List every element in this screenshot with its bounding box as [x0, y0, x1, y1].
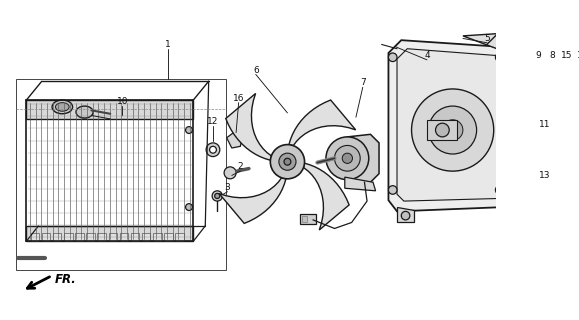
Text: 1: 1: [165, 40, 170, 49]
Text: 8: 8: [549, 51, 555, 60]
Bar: [16, 79, 226, 269]
Text: 7: 7: [360, 78, 366, 87]
Text: 15: 15: [560, 51, 572, 60]
Bar: [427, 120, 457, 140]
Circle shape: [335, 146, 360, 171]
Circle shape: [186, 204, 192, 211]
Text: FR.: FR.: [54, 273, 76, 286]
Text: 4: 4: [424, 51, 430, 60]
Polygon shape: [226, 132, 242, 148]
Circle shape: [545, 78, 559, 92]
Circle shape: [215, 193, 220, 198]
Bar: [301, 214, 316, 224]
Bar: [562, 84, 571, 92]
Bar: [120, 233, 128, 241]
Text: 10: 10: [116, 97, 128, 106]
Circle shape: [435, 123, 449, 137]
Circle shape: [535, 82, 541, 88]
Circle shape: [541, 146, 549, 154]
Circle shape: [284, 158, 291, 165]
Ellipse shape: [76, 106, 93, 118]
Text: 3: 3: [225, 183, 230, 192]
Text: 9: 9: [536, 51, 541, 60]
Circle shape: [496, 186, 504, 194]
Polygon shape: [538, 141, 554, 158]
Circle shape: [342, 153, 353, 164]
Circle shape: [548, 81, 555, 88]
Polygon shape: [345, 177, 376, 191]
Text: 6: 6: [253, 66, 259, 75]
Bar: [27, 226, 193, 241]
Polygon shape: [226, 93, 272, 160]
Text: 5: 5: [484, 34, 490, 43]
Text: 13: 13: [539, 171, 551, 180]
Bar: [131, 233, 140, 241]
Bar: [75, 233, 84, 241]
Bar: [27, 100, 193, 119]
Polygon shape: [347, 134, 379, 182]
Circle shape: [206, 143, 220, 156]
Circle shape: [496, 53, 504, 61]
Bar: [142, 233, 151, 241]
Polygon shape: [389, 40, 511, 211]
Bar: [31, 233, 39, 241]
Bar: [153, 233, 162, 241]
Circle shape: [428, 106, 477, 154]
Bar: [53, 233, 61, 241]
Bar: [108, 233, 117, 241]
Text: 16: 16: [233, 94, 244, 103]
Circle shape: [412, 89, 494, 171]
Circle shape: [532, 79, 544, 91]
Circle shape: [442, 120, 463, 140]
Circle shape: [210, 146, 217, 153]
Circle shape: [270, 145, 305, 179]
Circle shape: [389, 186, 397, 194]
Polygon shape: [219, 178, 286, 223]
Polygon shape: [303, 163, 349, 230]
Circle shape: [389, 53, 397, 61]
Polygon shape: [463, 25, 530, 53]
Text: 12: 12: [207, 117, 219, 126]
Text: 14: 14: [577, 51, 579, 60]
Bar: [302, 216, 307, 222]
Circle shape: [560, 80, 573, 92]
Ellipse shape: [52, 100, 72, 114]
Circle shape: [401, 211, 410, 220]
Circle shape: [224, 167, 236, 179]
Text: 11: 11: [538, 120, 550, 129]
Bar: [42, 233, 50, 241]
Circle shape: [279, 153, 296, 170]
Text: 2: 2: [237, 162, 243, 171]
Circle shape: [186, 127, 192, 133]
Circle shape: [326, 137, 369, 180]
Circle shape: [212, 191, 222, 201]
Bar: [164, 233, 173, 241]
Polygon shape: [289, 100, 356, 146]
Bar: [175, 233, 184, 241]
Circle shape: [537, 191, 553, 206]
Ellipse shape: [56, 103, 69, 111]
Polygon shape: [397, 49, 503, 201]
Bar: [97, 233, 106, 241]
Bar: [64, 233, 72, 241]
Bar: [86, 233, 95, 241]
Polygon shape: [397, 207, 414, 222]
Circle shape: [542, 195, 548, 202]
